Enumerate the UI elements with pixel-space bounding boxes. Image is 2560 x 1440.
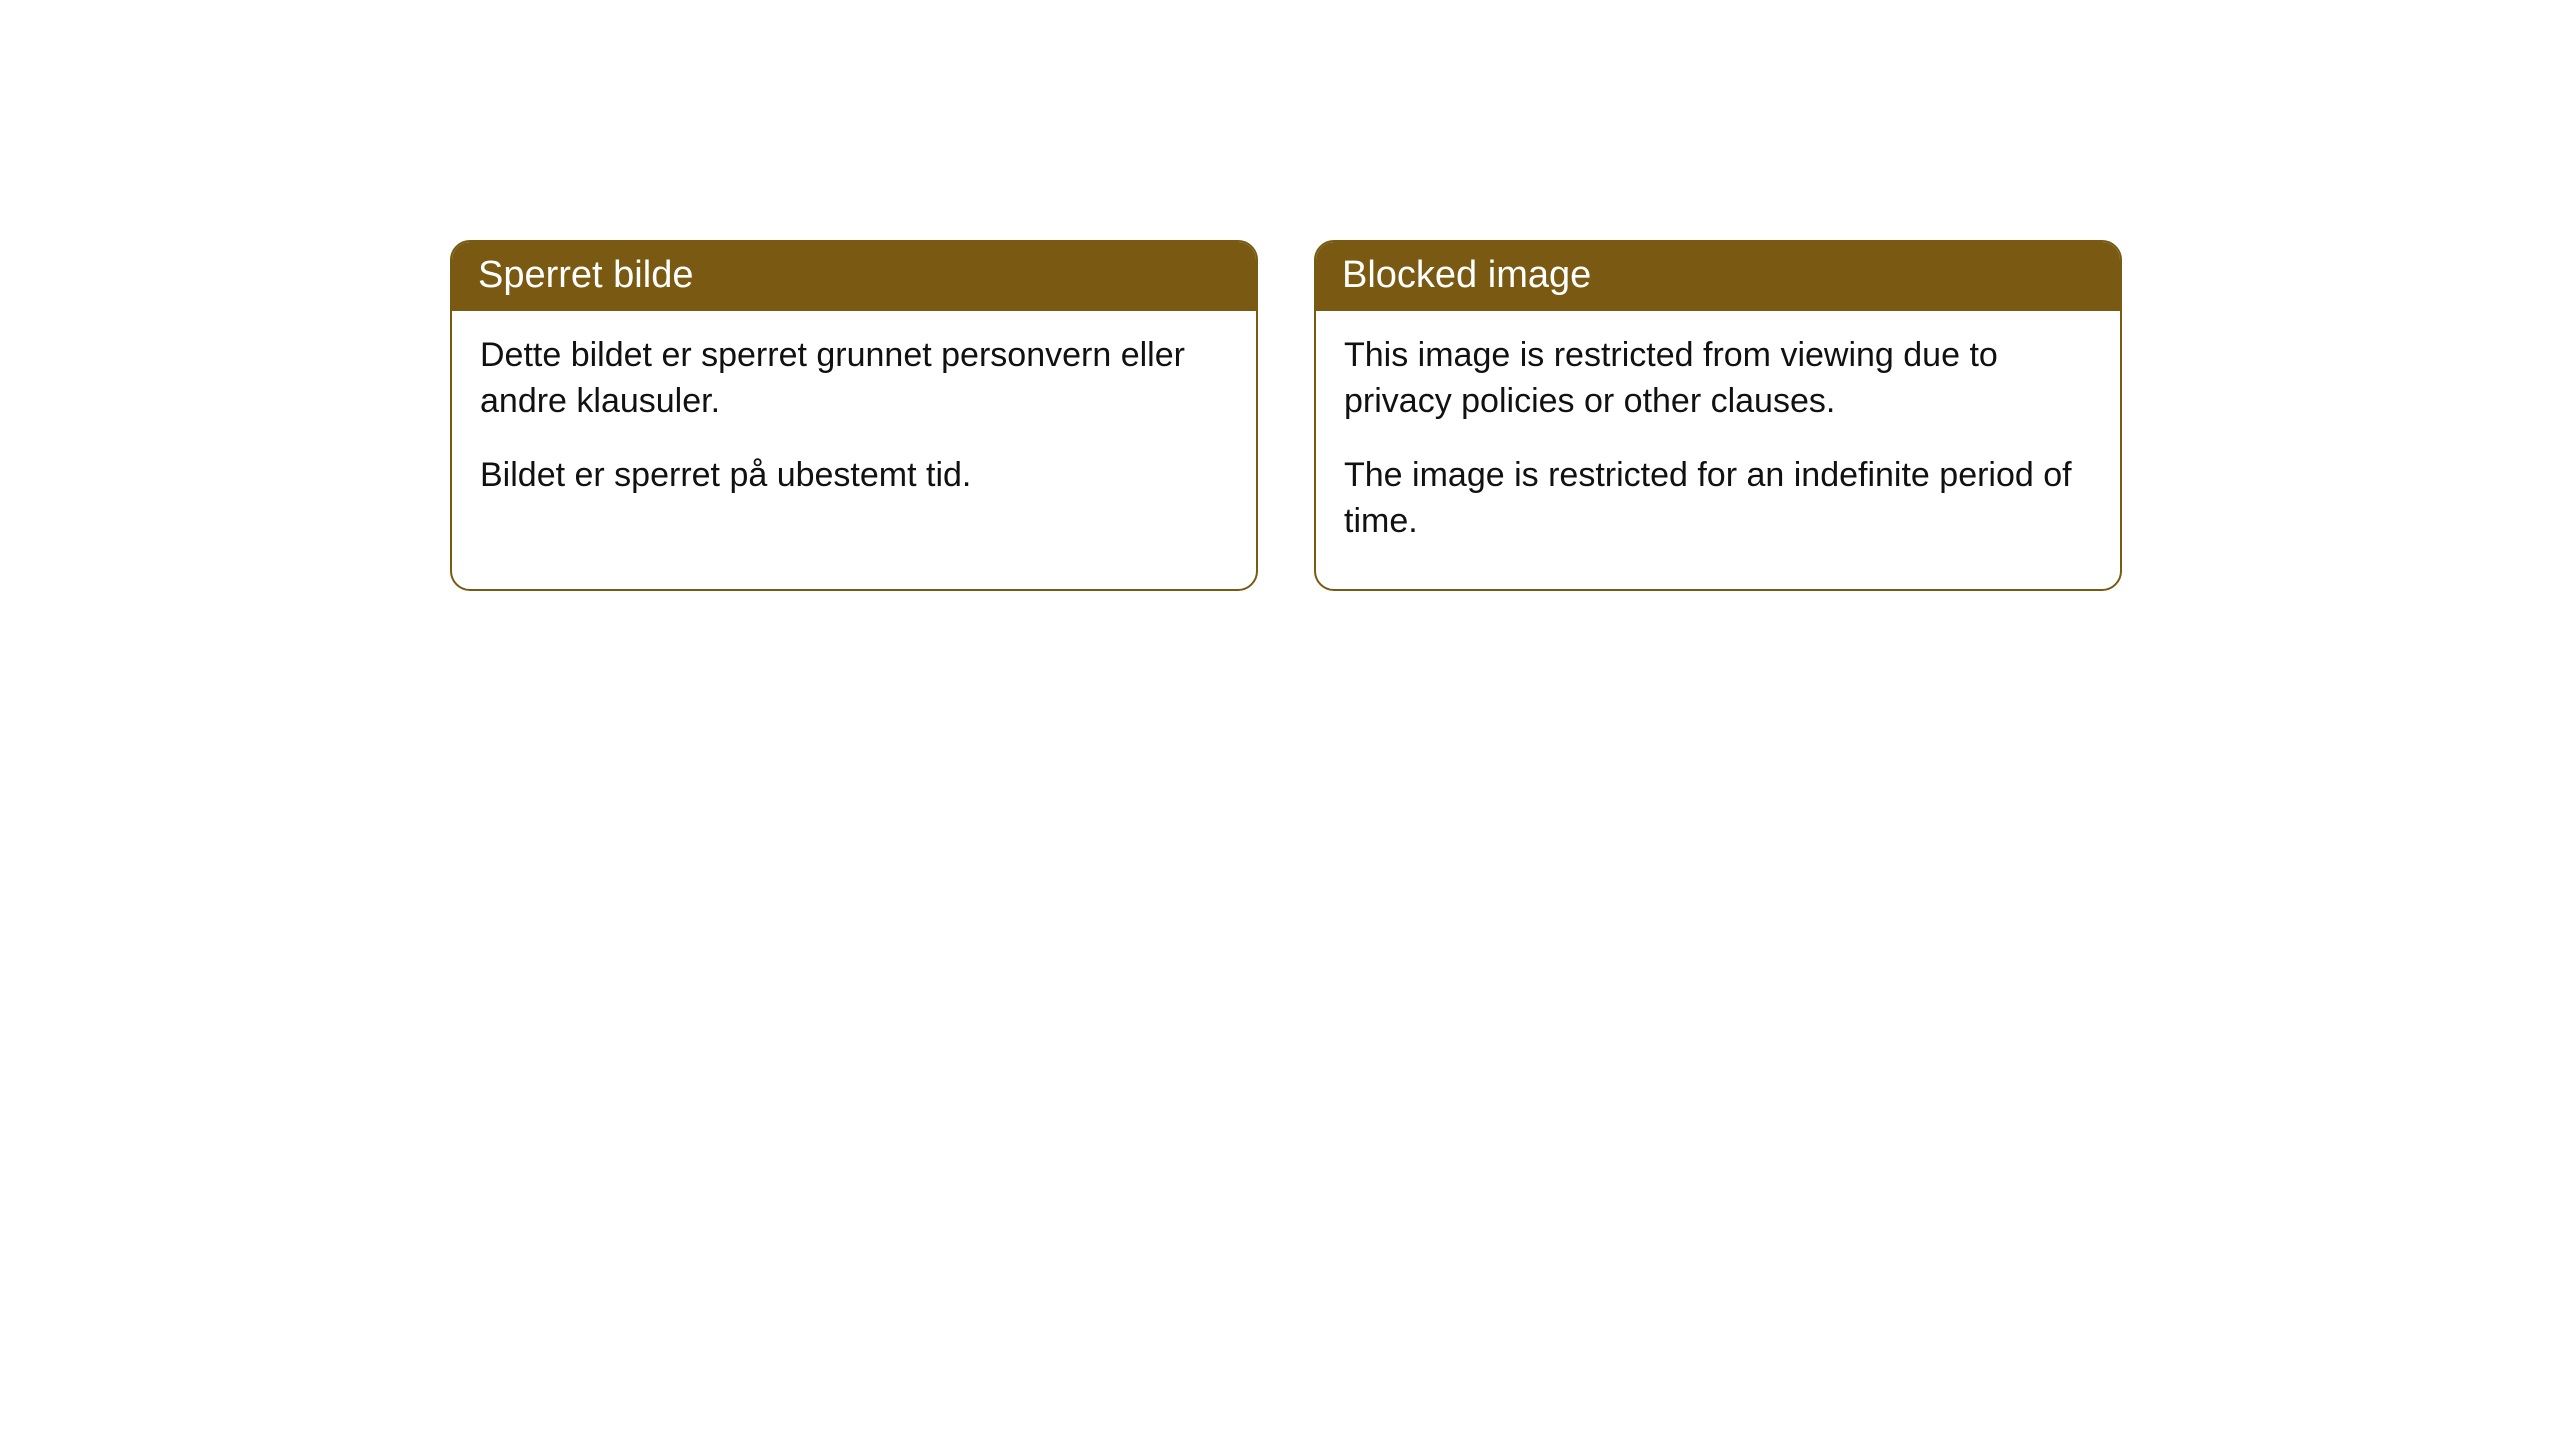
- card-body: This image is restricted from viewing du…: [1316, 311, 2120, 589]
- notice-card-norwegian: Sperret bilde Dette bildet er sperret gr…: [450, 240, 1258, 591]
- notice-paragraph: Dette bildet er sperret grunnet personve…: [480, 333, 1228, 425]
- notice-cards-container: Sperret bilde Dette bildet er sperret gr…: [450, 240, 2560, 591]
- card-header: Blocked image: [1316, 242, 2120, 311]
- notice-card-english: Blocked image This image is restricted f…: [1314, 240, 2122, 591]
- notice-paragraph: The image is restricted for an indefinit…: [1344, 453, 2092, 545]
- notice-paragraph: Bildet er sperret på ubestemt tid.: [480, 453, 1228, 499]
- card-body: Dette bildet er sperret grunnet personve…: [452, 311, 1256, 543]
- card-header: Sperret bilde: [452, 242, 1256, 311]
- notice-paragraph: This image is restricted from viewing du…: [1344, 333, 2092, 425]
